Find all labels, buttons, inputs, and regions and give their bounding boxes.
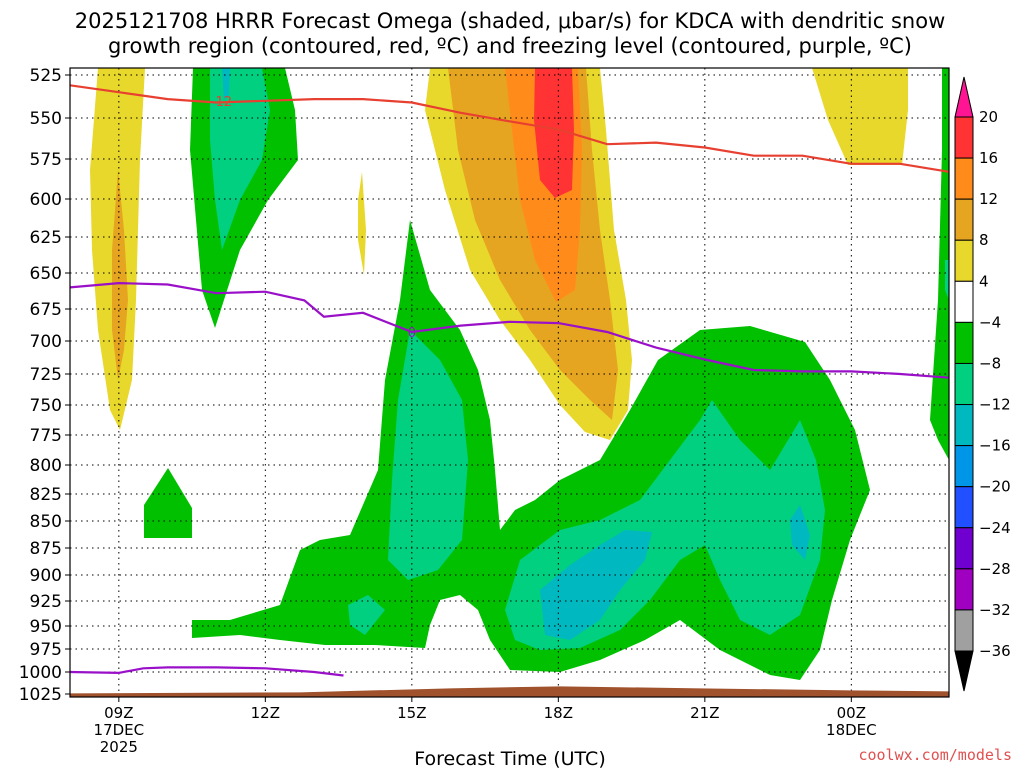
colorbar-tick-label: 16 <box>979 149 998 167</box>
colorbar-tick-label: −16 <box>979 437 1011 455</box>
x-tick-date: 17DEC <box>94 721 145 739</box>
colorbar-segment <box>954 568 974 611</box>
y-tick-label: 750 <box>30 396 62 416</box>
colorbar-tick-label: −32 <box>979 601 1011 619</box>
y-tick-label: 725 <box>30 365 62 385</box>
omega-negative-upper-left-16 <box>222 68 230 100</box>
colorbar-bottom-arrow <box>954 650 974 692</box>
omega-positive-inner-left <box>112 170 128 380</box>
contour-lines: -12 0 <box>69 84 950 677</box>
x-tick-label: 15Z <box>397 704 426 722</box>
surface-freezing-line <box>69 666 344 677</box>
x-axis-label: Forecast Time (UTC) <box>414 748 605 768</box>
plot-frame <box>69 67 950 698</box>
y-tick-label: 700 <box>30 332 62 352</box>
omega-positive-small-patch <box>358 172 366 275</box>
x-tick-label: 09Z <box>104 704 133 722</box>
x-tick-label: 12Z <box>251 704 280 722</box>
colorbar-tick-label: −12 <box>979 396 1011 414</box>
colorbar-segment <box>954 445 974 488</box>
colorbar-tick-label: 12 <box>979 190 998 208</box>
y-axis: 525 550 575 600 625 650 675 700 725 750 775 800 825 8… <box>19 66 70 705</box>
y-tick-label: 950 <box>30 617 62 637</box>
colorbar-tick-label: −28 <box>979 560 1011 578</box>
grid-lines <box>70 68 949 697</box>
x-tick-label: 21Z <box>690 704 719 722</box>
y-tick-label: 800 <box>30 456 62 476</box>
colorbar-top-arrow <box>954 76 974 118</box>
x-tick-date: 18DEC <box>826 721 877 739</box>
y-tick-label: 825 <box>30 485 62 505</box>
y-tick-label: 775 <box>30 426 62 446</box>
y-tick-label: 675 <box>30 300 62 320</box>
y-tick-label: 875 <box>30 539 62 559</box>
omega-negative-right-edge <box>930 68 949 460</box>
x-tick-label: 00Z <box>837 704 866 722</box>
colorbar-segment <box>954 609 974 652</box>
x-tick-year: 2025 <box>100 738 138 756</box>
freezing-level-line <box>69 281 950 379</box>
colorbar-tick-label: −24 <box>979 519 1011 537</box>
y-tick-label: 975 <box>30 640 62 660</box>
y-tick-label: 575 <box>30 150 62 170</box>
y-tick-label: 550 <box>30 109 62 129</box>
chart-title-line-2: growth region (contoured, red, ºC) and f… <box>108 34 912 58</box>
credit-text: coolwx.com/models <box>858 746 1012 764</box>
y-tick-label: 900 <box>30 566 62 586</box>
colorbar-segment <box>954 198 974 241</box>
colorbar-segment <box>954 362 974 406</box>
colorbar-segment <box>954 116 974 159</box>
colorbar-segment <box>954 157 974 200</box>
omega-negative-upper-left-12 <box>210 68 270 250</box>
omega-negative-lower-12c <box>348 595 385 635</box>
omega-positive-region-right <box>812 68 908 165</box>
y-tick-label: 525 <box>30 66 62 86</box>
colorbar: 20 16 12 8 4 −4 −8 −12 −16 −20 −24 −28 −32 −36 <box>954 76 1011 692</box>
colorbar-tick-label: −20 <box>979 478 1011 496</box>
colorbar-segment <box>954 239 974 282</box>
terrain-shape <box>70 686 949 697</box>
omega-negative-right-edge-12 <box>945 260 949 300</box>
colorbar-segment <box>954 280 974 323</box>
colorbar-tick-label: 8 <box>979 231 989 249</box>
plot-area <box>70 68 949 697</box>
colorbar-tick-label: −36 <box>979 642 1011 660</box>
colorbar-segment <box>954 486 974 529</box>
omega-negative-lower-12 <box>388 330 468 580</box>
y-tick-label: 1000 <box>19 663 62 683</box>
colorbar-tick-label: 20 <box>979 108 998 126</box>
omega-negative-lower-16b <box>790 505 810 560</box>
dendritic-isotherm-label: -12 <box>211 95 232 110</box>
colorbar-tick-label: −4 <box>979 313 1001 331</box>
omega-negative-lower-main <box>192 220 870 680</box>
freezing-level-label: 0 <box>408 326 416 341</box>
colorbar-tick-label: 4 <box>979 272 989 290</box>
colorbar-tick-label: −8 <box>979 354 1001 372</box>
chart-title-line-1: 2025121708 HRRR Forecast Omega (shaded, … <box>75 9 946 33</box>
colorbar-segment <box>954 404 974 447</box>
y-tick-label: 925 <box>30 592 62 612</box>
dendritic-isotherm-line <box>69 84 950 173</box>
y-tick-label: 600 <box>30 190 62 210</box>
y-tick-label: 1025 <box>19 685 62 705</box>
colorbar-segment <box>954 527 974 570</box>
y-tick-label: 625 <box>30 228 62 248</box>
omega-negative-lower-16 <box>540 530 652 640</box>
terrain-fill <box>70 686 949 697</box>
omega-positive-max-16 <box>534 68 574 198</box>
y-tick-label: 850 <box>30 512 62 532</box>
x-tick-label: 18Z <box>544 704 573 722</box>
y-tick-label: 650 <box>30 264 62 284</box>
colorbar-segment <box>954 321 974 364</box>
